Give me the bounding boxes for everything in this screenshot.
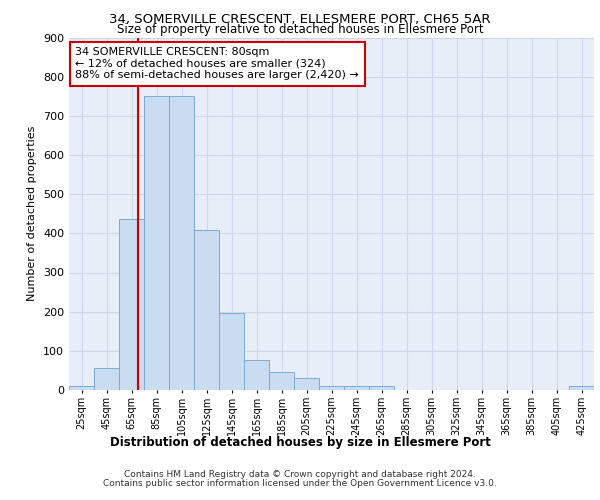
Bar: [344, 386, 369, 390]
Bar: [94, 368, 119, 390]
Text: 34, SOMERVILLE CRESCENT, ELLESMERE PORT, CH65 5AR: 34, SOMERVILLE CRESCENT, ELLESMERE PORT,…: [109, 12, 491, 26]
Text: Contains HM Land Registry data © Crown copyright and database right 2024.: Contains HM Land Registry data © Crown c…: [124, 470, 476, 479]
Bar: [369, 386, 394, 390]
Bar: [294, 378, 319, 390]
Text: 34 SOMERVILLE CRESCENT: 80sqm
← 12% of detached houses are smaller (324)
88% of : 34 SOMERVILLE CRESCENT: 80sqm ← 12% of d…: [75, 48, 359, 80]
Bar: [319, 386, 344, 390]
Bar: [69, 386, 94, 390]
Bar: [169, 96, 194, 390]
Bar: [244, 360, 269, 390]
Text: Size of property relative to detached houses in Ellesmere Port: Size of property relative to detached ho…: [116, 22, 484, 36]
Y-axis label: Number of detached properties: Number of detached properties: [28, 126, 37, 302]
Bar: [569, 386, 594, 390]
Text: Contains public sector information licensed under the Open Government Licence v3: Contains public sector information licen…: [103, 478, 497, 488]
Bar: [144, 96, 169, 390]
Bar: [269, 372, 294, 390]
Bar: [194, 230, 219, 390]
Bar: [219, 313, 244, 390]
Text: Distribution of detached houses by size in Ellesmere Port: Distribution of detached houses by size …: [110, 436, 490, 449]
Bar: [119, 219, 144, 390]
